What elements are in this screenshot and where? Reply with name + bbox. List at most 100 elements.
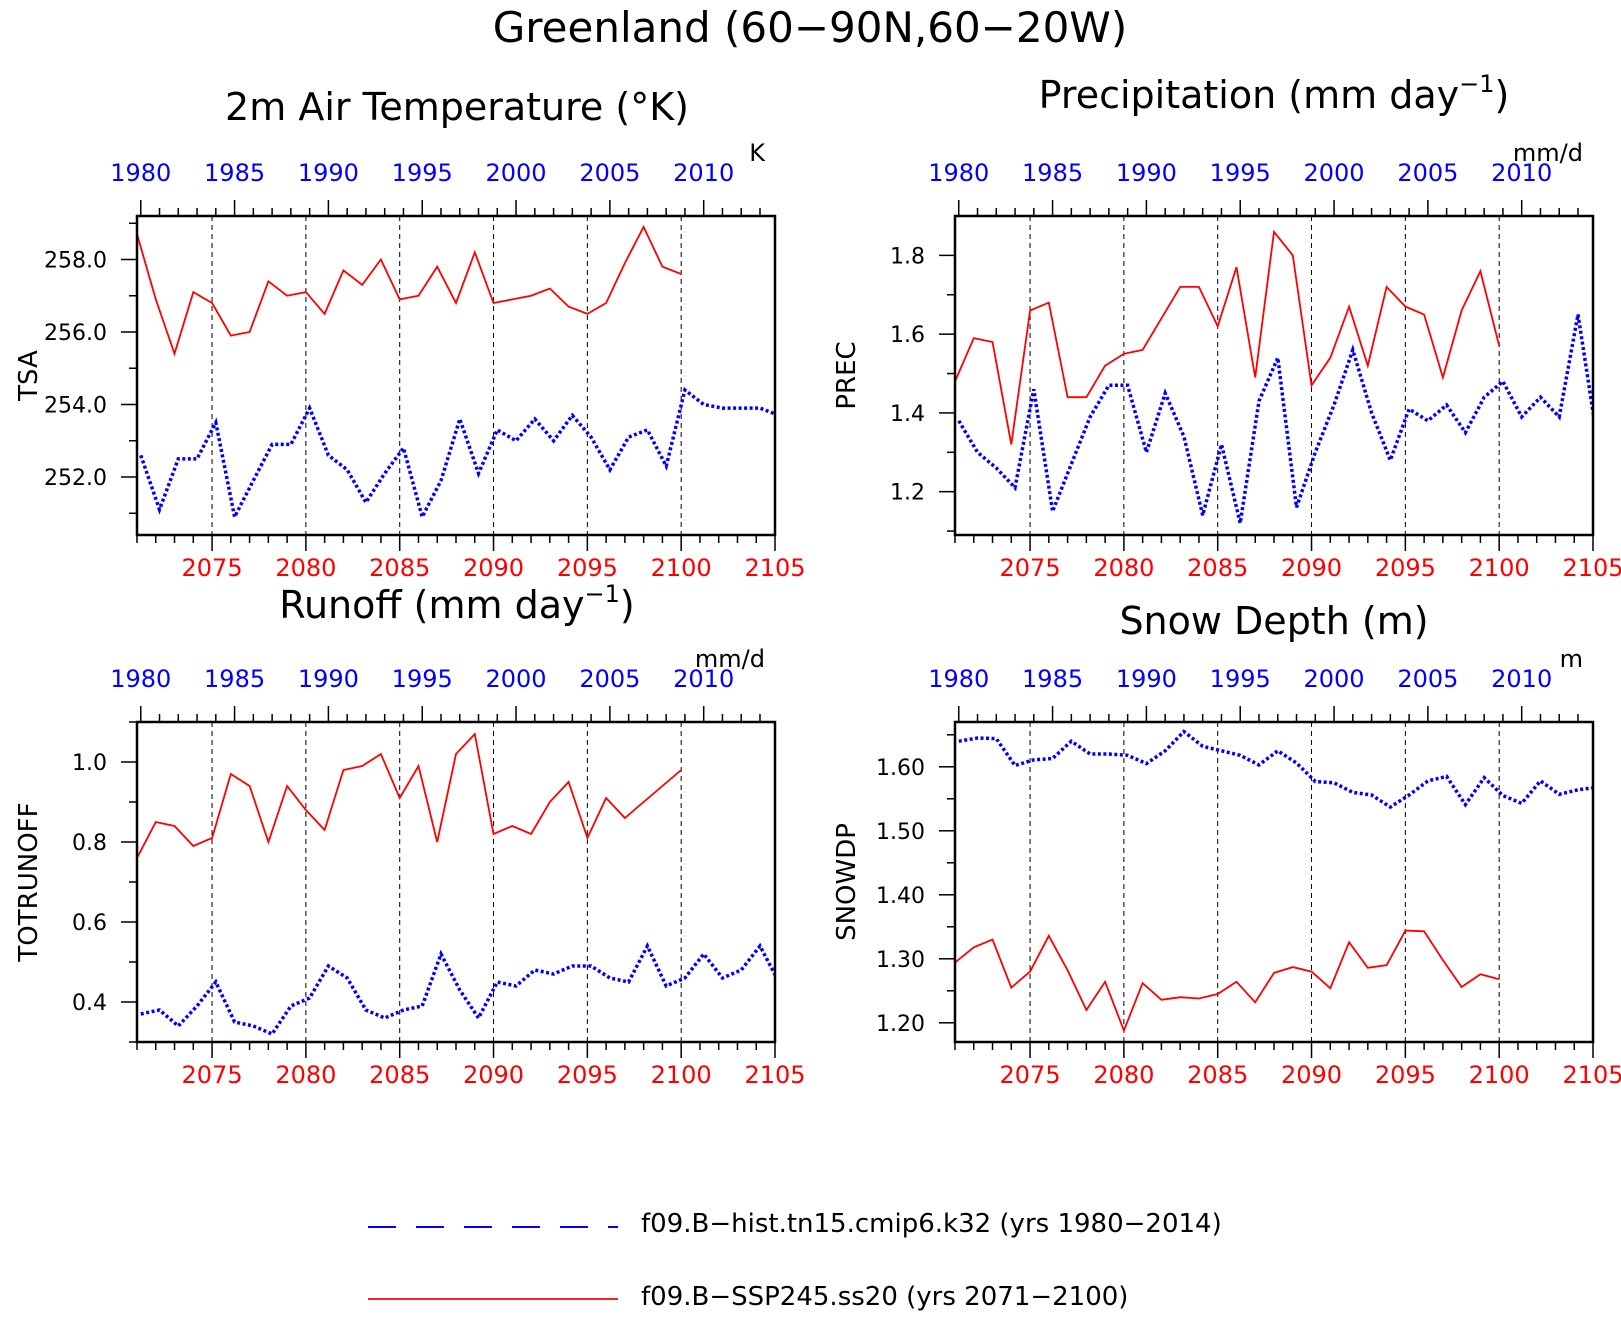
series-line-ssp bbox=[137, 224, 682, 357]
x-tick-label-bottom: 2105 bbox=[744, 554, 805, 582]
x-tick-label-top: 1995 bbox=[1210, 665, 1271, 693]
y-tick-label: 1.60 bbox=[876, 756, 925, 781]
plot-frame bbox=[135, 720, 777, 1044]
panel-title: Snow Depth (m) bbox=[1119, 599, 1428, 643]
x-tick-label-bottom: 2095 bbox=[557, 1061, 618, 1089]
series-line-ssp bbox=[955, 929, 1500, 1033]
x-tick-label-bottom: 2080 bbox=[1093, 554, 1154, 582]
legend-label: f09.B−SSP245.ss20 (yrs 2071−2100) bbox=[641, 1282, 1128, 1312]
x-tick-label-bottom: 2075 bbox=[1000, 1061, 1061, 1089]
y-tick-label: 252.0 bbox=[44, 466, 107, 491]
y-tick-label: 0.8 bbox=[72, 831, 107, 856]
unit-label: K bbox=[749, 139, 766, 167]
x-tick-label-bottom: 2090 bbox=[463, 1061, 524, 1089]
x-tick-label-top: 1980 bbox=[928, 159, 989, 187]
y-axis-label: SNOWDP bbox=[832, 823, 862, 941]
y-axis-label: TSA bbox=[14, 350, 44, 402]
y-tick-label: 1.40 bbox=[876, 884, 925, 909]
unit-label: m bbox=[1560, 645, 1583, 673]
x-tick-label-top: 1995 bbox=[392, 665, 453, 693]
panel-title: Precipitation (mm day−1) bbox=[1039, 70, 1510, 117]
x-tick-label-bottom: 2100 bbox=[651, 554, 712, 582]
x-tick-label-top: 2010 bbox=[1491, 159, 1552, 187]
x-tick-label-bottom: 2085 bbox=[1187, 1061, 1248, 1089]
panel-prec: Precipitation (mm day−1)mm/d PREC 2075 2080… bbox=[832, 70, 1621, 582]
panels-container: 2m Air Temperature (°K) K TSA 2075 2080 2085 2… bbox=[14, 70, 1621, 1089]
x-tick-label-bottom: 2100 bbox=[651, 1061, 712, 1089]
x-tick-label-top: 1980 bbox=[110, 665, 171, 693]
series-line-hist bbox=[957, 314, 1593, 524]
x-tick-label-bottom: 2105 bbox=[1562, 1061, 1621, 1089]
legend: f09.B−hist.tn15.cmip6.k32 (yrs 1980−2014… bbox=[368, 1209, 1222, 1312]
x-tick-label-top: 1985 bbox=[1022, 159, 1083, 187]
y-tick-label: 1.8 bbox=[890, 244, 925, 269]
x-tick-label-top: 1990 bbox=[298, 159, 359, 187]
y-tick-label: 1.2 bbox=[890, 481, 925, 506]
plot-frame bbox=[953, 214, 1595, 537]
x-tick-label-top: 1985 bbox=[204, 159, 265, 187]
y-tick-label: 1.6 bbox=[890, 323, 925, 348]
x-tick-label-top: 2005 bbox=[579, 665, 640, 693]
x-tick-label-top: 1980 bbox=[928, 665, 989, 693]
series-line-ssp bbox=[955, 229, 1501, 445]
x-tick-label-bottom: 2105 bbox=[744, 1061, 805, 1089]
figure-title: Greenland (60−90N,60−20W) bbox=[493, 3, 1127, 52]
panel-snowdp: Snow Depth (m) m SNOWDP 2075 2080 2085 2090 209… bbox=[832, 599, 1621, 1089]
x-tick-label-bottom: 2090 bbox=[1281, 554, 1342, 582]
y-tick-label: 1.0 bbox=[72, 751, 107, 776]
x-tick-label-top: 2000 bbox=[1304, 665, 1365, 693]
panel-title: Runoff (mm day−1) bbox=[279, 580, 634, 627]
x-tick-label-top: 1990 bbox=[298, 665, 359, 693]
series-line-ssp bbox=[137, 732, 682, 859]
x-tick-label-top: 1995 bbox=[392, 159, 453, 187]
y-tick-label: 1.4 bbox=[890, 402, 925, 427]
x-tick-label-top: 2010 bbox=[673, 159, 734, 187]
legend-label: f09.B−hist.tn15.cmip6.k32 (yrs 1980−2014… bbox=[641, 1209, 1222, 1239]
y-tick-label: 256.0 bbox=[44, 321, 107, 346]
x-tick-label-top: 2010 bbox=[673, 665, 734, 693]
x-tick-label-top: 2000 bbox=[1304, 159, 1365, 187]
x-tick-label-bottom: 2085 bbox=[1187, 554, 1248, 582]
x-tick-label-top: 2005 bbox=[1397, 159, 1458, 187]
plot-frame bbox=[135, 214, 777, 537]
panel-title: 2m Air Temperature (°K) bbox=[225, 85, 689, 129]
y-axis-label: PREC bbox=[832, 341, 862, 409]
x-tick-label-bottom: 2095 bbox=[557, 554, 618, 582]
x-tick-label-bottom: 2075 bbox=[182, 554, 243, 582]
y-tick-label: 1.30 bbox=[876, 948, 925, 973]
unit-label: mm/d bbox=[695, 645, 765, 673]
x-tick-label-top: 1995 bbox=[1210, 159, 1271, 187]
y-tick-label: 254.0 bbox=[44, 394, 107, 419]
x-tick-label-top: 1985 bbox=[1022, 665, 1083, 693]
x-tick-label-bottom: 2085 bbox=[369, 1061, 430, 1089]
x-tick-label-top: 2000 bbox=[486, 665, 547, 693]
plot-frame bbox=[953, 720, 1595, 1044]
y-tick-label: 0.4 bbox=[72, 991, 107, 1016]
x-tick-label-bottom: 2080 bbox=[275, 1061, 336, 1089]
x-tick-label-bottom: 2080 bbox=[1093, 1061, 1154, 1089]
x-tick-label-top: 2005 bbox=[579, 159, 640, 187]
x-tick-label-bottom: 2100 bbox=[1469, 1061, 1530, 1089]
x-tick-label-bottom: 2090 bbox=[1281, 1061, 1342, 1089]
series-line-hist bbox=[140, 942, 775, 1037]
x-tick-label-top: 1985 bbox=[204, 665, 265, 693]
x-tick-label-top: 2000 bbox=[486, 159, 547, 187]
series-line-hist bbox=[958, 729, 1593, 810]
x-tick-label-top: 1980 bbox=[110, 159, 171, 187]
x-tick-label-bottom: 2075 bbox=[1000, 554, 1061, 582]
x-tick-label-top: 2005 bbox=[1397, 665, 1458, 693]
unit-label: mm/d bbox=[1513, 139, 1583, 167]
y-tick-label: 1.20 bbox=[876, 1012, 925, 1037]
x-tick-label-bottom: 2095 bbox=[1375, 554, 1436, 582]
x-tick-label-bottom: 2095 bbox=[1375, 1061, 1436, 1089]
series-line-hist bbox=[139, 386, 775, 523]
x-tick-label-top: 1990 bbox=[1116, 665, 1177, 693]
x-tick-label-bottom: 2105 bbox=[1562, 554, 1621, 582]
y-tick-label: 258.0 bbox=[44, 249, 107, 274]
x-tick-label-bottom: 2075 bbox=[182, 1061, 243, 1089]
x-tick-label-top: 2010 bbox=[1491, 665, 1552, 693]
x-tick-label-bottom: 2090 bbox=[463, 554, 524, 582]
panel-tsa: 2m Air Temperature (°K) K TSA 2075 2080 2085 2… bbox=[14, 85, 806, 582]
y-tick-label: 0.6 bbox=[72, 911, 107, 936]
